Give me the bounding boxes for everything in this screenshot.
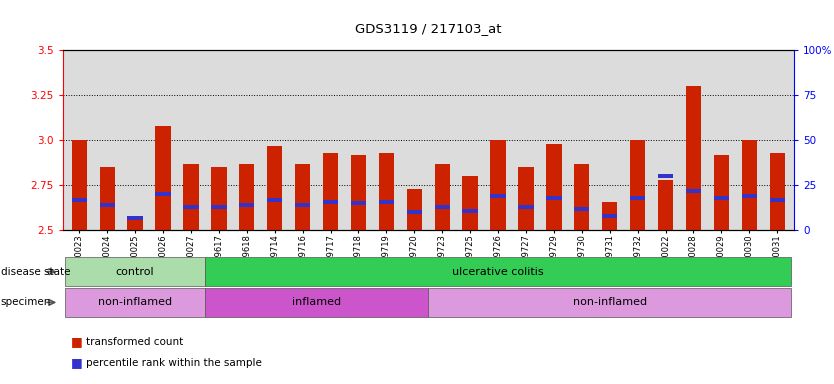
Text: disease state: disease state — [1, 266, 70, 277]
Bar — [518, 167, 534, 230]
Bar — [407, 189, 422, 230]
Text: percentile rank within the sample: percentile rank within the sample — [86, 358, 262, 368]
Bar — [630, 196, 646, 200]
Text: ■: ■ — [71, 356, 83, 369]
Bar — [128, 216, 143, 220]
Text: ulcerative colitis: ulcerative colitis — [452, 266, 544, 277]
Bar — [574, 164, 590, 230]
Bar — [574, 207, 590, 211]
Bar — [239, 164, 254, 230]
Bar — [99, 167, 115, 230]
Bar — [602, 202, 617, 230]
Bar — [630, 140, 646, 230]
Bar — [267, 146, 283, 230]
Bar — [741, 194, 757, 198]
Bar — [183, 164, 198, 230]
Bar — [267, 198, 283, 202]
Bar — [379, 153, 394, 230]
Bar — [183, 205, 198, 209]
Bar — [714, 196, 729, 200]
Bar — [714, 155, 729, 230]
Text: ■: ■ — [71, 335, 83, 348]
Bar — [351, 201, 366, 205]
Bar — [99, 203, 115, 207]
Bar — [490, 194, 505, 198]
Text: GDS3119 / 217103_at: GDS3119 / 217103_at — [355, 22, 501, 35]
Bar — [155, 126, 171, 230]
Text: non-inflamed: non-inflamed — [98, 297, 172, 308]
Bar — [128, 218, 143, 230]
Bar — [72, 198, 87, 202]
Bar — [463, 209, 478, 212]
Bar — [463, 176, 478, 230]
Bar — [295, 164, 310, 230]
Text: control: control — [116, 266, 154, 277]
Text: non-inflamed: non-inflamed — [573, 297, 647, 308]
Bar — [379, 200, 394, 204]
Bar — [546, 144, 561, 230]
Bar — [239, 203, 254, 207]
Bar — [435, 164, 450, 230]
Bar — [490, 140, 505, 230]
Text: specimen: specimen — [1, 297, 51, 308]
Bar — [546, 196, 561, 200]
Bar — [323, 200, 339, 204]
Bar — [658, 180, 673, 230]
Bar — [741, 140, 757, 230]
Bar — [155, 192, 171, 196]
Bar — [686, 86, 701, 230]
Bar — [295, 203, 310, 207]
Bar — [351, 155, 366, 230]
Bar — [770, 153, 785, 230]
Text: inflamed: inflamed — [292, 297, 341, 308]
Bar — [435, 205, 450, 209]
Bar — [323, 153, 339, 230]
Bar — [518, 205, 534, 209]
Bar — [658, 174, 673, 178]
Bar — [407, 210, 422, 214]
Bar — [72, 140, 87, 230]
Text: transformed count: transformed count — [86, 337, 183, 347]
Bar — [602, 214, 617, 218]
Bar — [686, 189, 701, 193]
Bar — [211, 167, 227, 230]
Bar — [770, 198, 785, 202]
Bar — [211, 205, 227, 209]
